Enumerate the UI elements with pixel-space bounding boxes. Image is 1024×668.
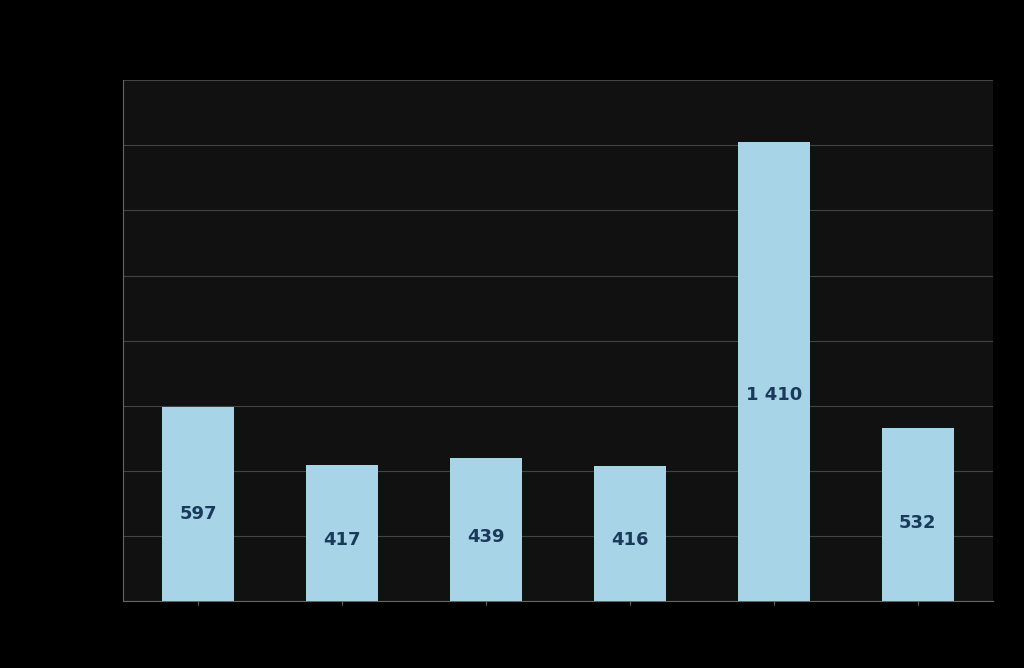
Text: 439: 439 xyxy=(467,528,505,546)
Bar xyxy=(594,466,666,601)
Text: 532: 532 xyxy=(899,514,937,532)
Text: 416: 416 xyxy=(611,531,649,549)
Text: 1 410: 1 410 xyxy=(745,385,802,403)
Text: 417: 417 xyxy=(324,531,361,549)
Bar xyxy=(306,466,378,601)
Bar xyxy=(163,407,234,601)
Bar xyxy=(882,428,953,601)
Bar xyxy=(451,458,522,601)
Bar xyxy=(738,142,810,601)
Text: 597: 597 xyxy=(179,505,217,523)
